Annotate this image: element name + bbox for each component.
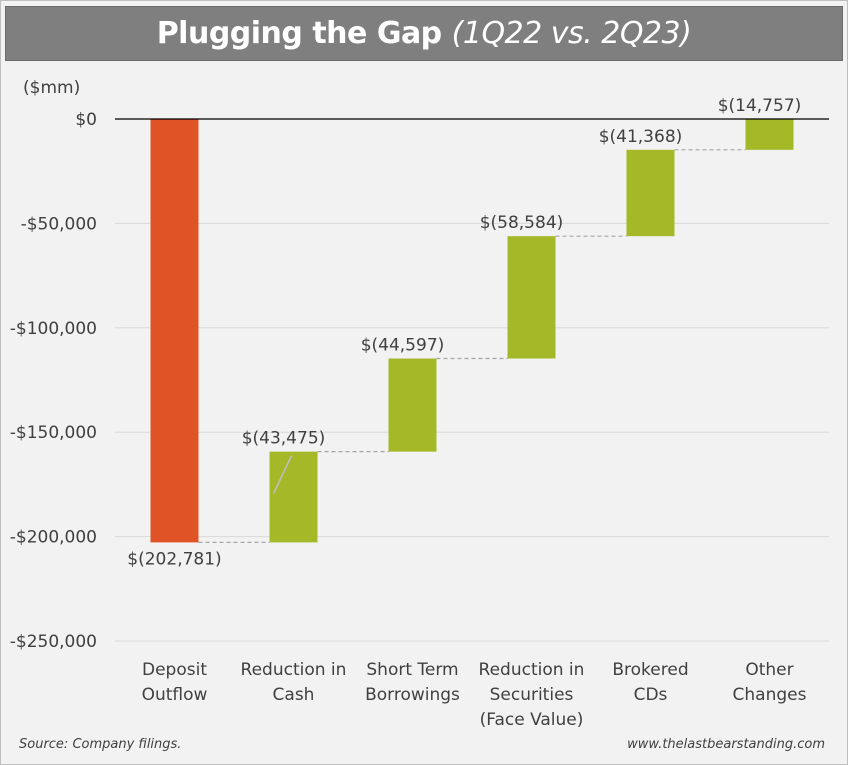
data-label: $(202,781) <box>127 549 221 569</box>
data-label: $(43,475) <box>242 429 326 449</box>
bar-0 <box>150 119 199 543</box>
x-tick-label-line: Short Term <box>366 660 458 680</box>
bar-1 <box>269 451 318 543</box>
bar-3 <box>507 236 556 359</box>
source-note: Source: Company filings. <box>19 737 182 752</box>
x-tick-label: Deposit Outflow <box>142 660 208 705</box>
x-tick-label-line: Brokered <box>612 660 688 680</box>
x-tick-label: Short Term Borrowings <box>365 660 460 705</box>
bar-2 <box>388 358 437 452</box>
x-tick-label-line: Outflow <box>142 685 208 705</box>
bar-4 <box>626 149 675 237</box>
y-tick-label: $0 <box>75 110 97 130</box>
x-tick-label-line: CDs <box>634 685 668 705</box>
chart-title-main: Plugging the Gap <box>156 16 442 51</box>
website-credit: www.thelastbearstanding.com <box>627 737 825 752</box>
y-unit-label: ($mm) <box>23 78 80 98</box>
x-tick-label-line: Reduction in <box>479 660 585 680</box>
x-tick-label: Other Changes <box>733 660 807 705</box>
x-tick-label-line: Changes <box>733 685 807 705</box>
x-tick-label: Reduction in Cash <box>241 660 347 705</box>
x-tick-label: Reduction in Securities (Face Value) <box>479 660 585 730</box>
data-label: $(44,597) <box>361 336 445 356</box>
y-tick-label: -$50,000 <box>21 214 97 234</box>
y-tick-label: -$150,000 <box>10 423 97 443</box>
data-label: $(14,757) <box>718 96 802 116</box>
data-label: $(41,368) <box>599 127 683 147</box>
x-tick-label-line: Deposit <box>142 660 207 680</box>
x-tick-label-line: Securities <box>490 685 574 705</box>
x-tick-label-line: Cash <box>273 685 315 705</box>
chart-title: Plugging the Gap (1Q22 vs. 2Q23) <box>5 6 843 61</box>
x-tick-label-line: (Face Value) <box>480 710 584 730</box>
x-tick-label: Brokered CDs <box>612 660 688 705</box>
x-tick-label-line: Reduction in <box>241 660 347 680</box>
label-leader-line <box>272 455 293 494</box>
chart-title-sub: (1Q22 vs. 2Q23) <box>451 16 692 51</box>
bar-5 <box>745 119 794 150</box>
data-label: $(58,584) <box>480 213 564 233</box>
y-tick-label: -$100,000 <box>10 319 97 339</box>
y-tick-label: -$200,000 <box>10 528 97 548</box>
x-tick-label-line: Other <box>745 660 793 680</box>
x-tick-label-line: Borrowings <box>365 685 460 705</box>
y-tick-label: -$250,000 <box>10 632 97 652</box>
